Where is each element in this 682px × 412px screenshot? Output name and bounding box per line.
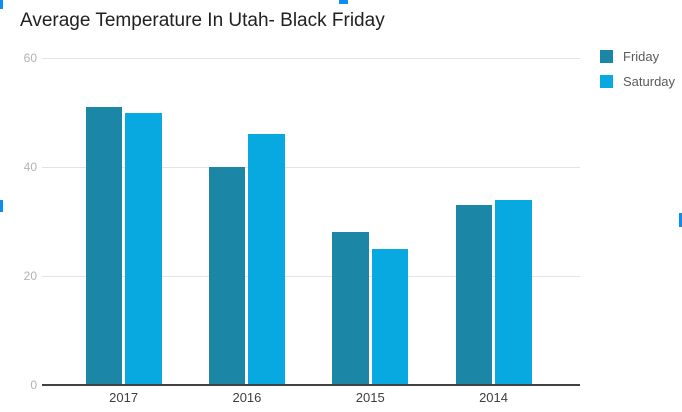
chart-legend: Friday Saturday xyxy=(600,49,676,100)
bar-friday-2014 xyxy=(455,205,493,385)
legend-swatch-friday xyxy=(600,50,613,63)
bar-friday-2016 xyxy=(208,167,246,385)
chart-title: Average Temperature In Utah- Black Frida… xyxy=(20,10,385,31)
selection-handle-middle-left[interactable] xyxy=(0,200,3,212)
y-axis-tick-label: 40 xyxy=(23,160,37,174)
selection-handle-middle-right[interactable] xyxy=(679,213,682,227)
bar-saturday-2014 xyxy=(495,199,532,385)
bar-saturday-2015 xyxy=(371,248,409,385)
legend-swatch-saturday xyxy=(600,75,613,88)
legend-item-friday: Friday xyxy=(600,49,675,64)
legend-item-saturday: Saturday xyxy=(600,74,676,89)
bar-friday-2015 xyxy=(332,232,369,385)
y-axis-tick-label: 60 xyxy=(23,51,37,65)
y-axis-tick-label: 0 xyxy=(30,378,37,392)
legend-label-friday: Friday xyxy=(623,49,660,64)
x-axis-line xyxy=(42,384,580,386)
selection-handle-top-center[interactable] xyxy=(339,0,348,4)
x-axis-label-2015: 2015 xyxy=(355,390,385,405)
gridline xyxy=(42,58,580,59)
bar-saturday-2017 xyxy=(125,112,162,385)
selection-handle-top-left[interactable] xyxy=(0,0,3,9)
gridline xyxy=(42,167,580,168)
x-axis-label-2014: 2014 xyxy=(479,390,508,405)
y-axis-tick-label: 20 xyxy=(23,269,37,283)
legend-label-saturday: Saturday xyxy=(623,74,676,89)
x-axis-label-2017: 2017 xyxy=(109,390,139,405)
bar-friday-2017 xyxy=(85,107,123,385)
gridline xyxy=(42,276,580,277)
bar-saturday-2016 xyxy=(248,134,285,385)
x-axis-label-2016: 2016 xyxy=(232,390,262,405)
